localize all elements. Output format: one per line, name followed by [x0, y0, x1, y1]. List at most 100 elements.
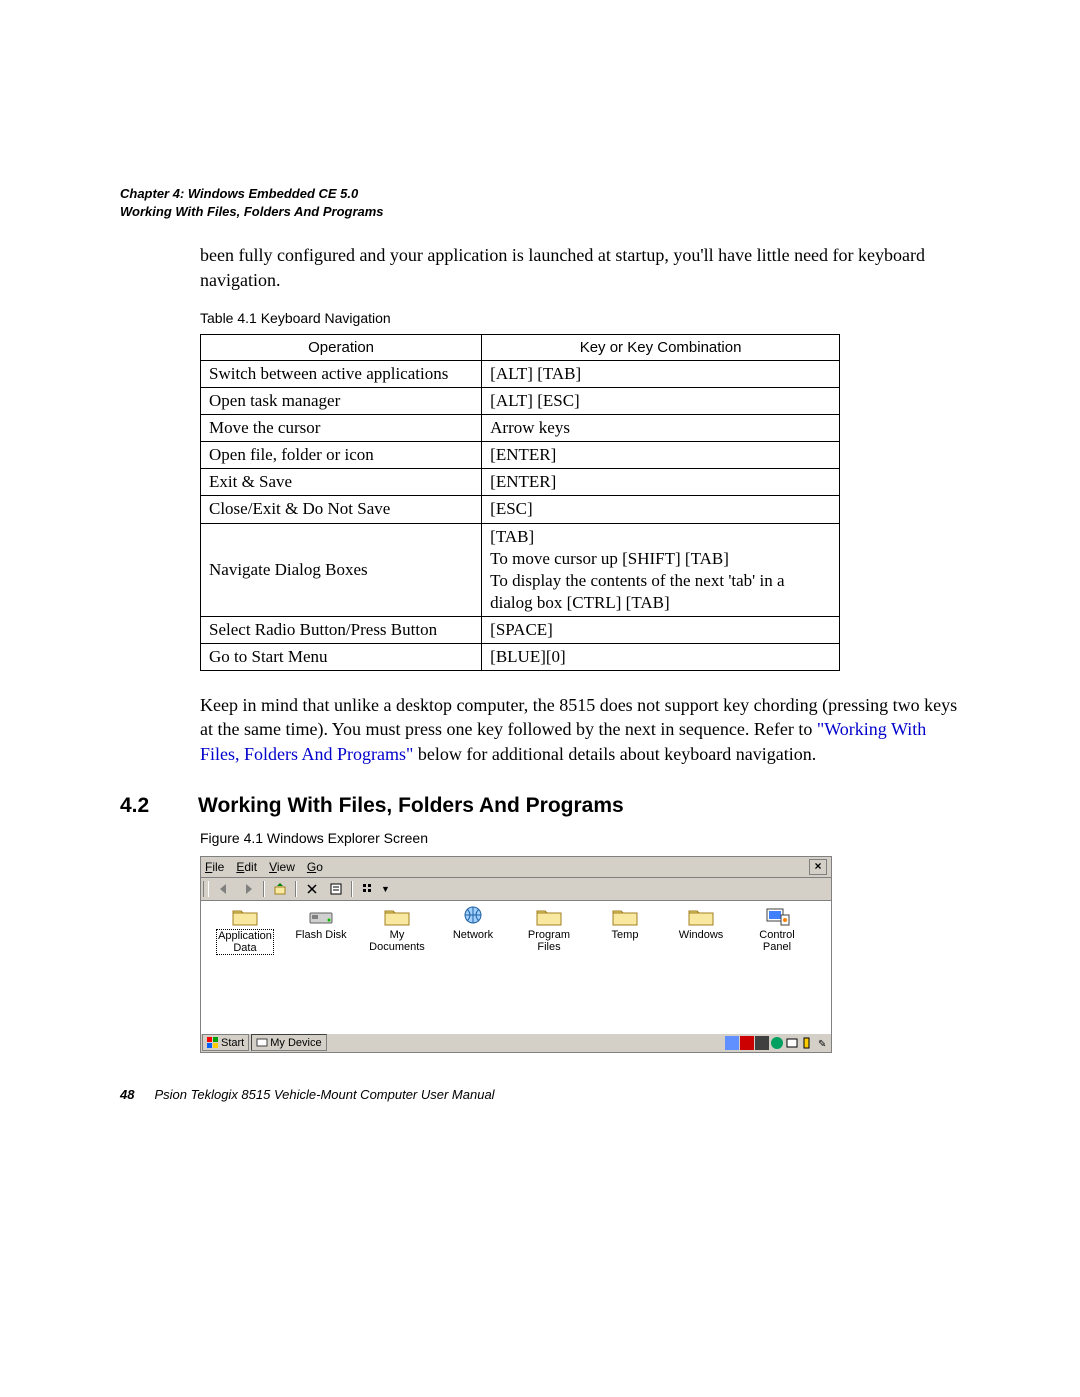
- folder-item[interactable]: ApplicationData: [207, 905, 283, 1030]
- table-row: Open task manager[ALT] [ESC]: [201, 388, 840, 415]
- table-cell-key: [ALT] [ESC]: [482, 388, 840, 415]
- properties-button[interactable]: [325, 879, 347, 899]
- folder-icons-area: ApplicationData Flash DiskMyDocumentsNetw…: [201, 901, 831, 1034]
- section-title: Working With Files, Folders And Programs: [198, 794, 624, 817]
- folder-icon: [687, 905, 715, 927]
- menubar: File Edit View Go ×: [201, 857, 831, 878]
- table-cell-key: [TAB]To move cursor up [SHIFT] [TAB]To d…: [482, 523, 840, 616]
- menu-file[interactable]: File: [205, 860, 224, 874]
- keyboard-navigation-table: Operation Key or Key Combination Switch …: [200, 334, 840, 671]
- start-label: Start: [221, 1037, 244, 1049]
- taskbar: Start My Device ✎: [201, 1033, 831, 1052]
- table-cell-key: [ENTER]: [482, 442, 840, 469]
- folder-item[interactable]: Windows: [663, 905, 739, 1030]
- device-icon: [256, 1038, 268, 1048]
- page-footer: 48 Psion Teklogix 8515 Vehicle-Mount Comp…: [120, 1087, 495, 1102]
- system-tray: ✎: [725, 1036, 831, 1050]
- toolbar-grip: [203, 881, 209, 897]
- table-caption: Table 4.1 Keyboard Navigation: [200, 310, 960, 326]
- start-button[interactable]: Start: [202, 1034, 249, 1051]
- tray-icon[interactable]: [785, 1036, 799, 1050]
- table-row: Go to Start Menu[BLUE][0]: [201, 644, 840, 671]
- section-heading: 4.2Working With Files, Folders And Progr…: [120, 794, 960, 818]
- up-button[interactable]: [269, 879, 291, 899]
- folder-item[interactable]: Temp: [587, 905, 663, 1030]
- table-cell-operation: Open file, folder or icon: [201, 442, 482, 469]
- table-cell-operation: Switch between active applications: [201, 360, 482, 387]
- tray-icon[interactable]: [740, 1036, 754, 1050]
- table-cell-operation: Move the cursor: [201, 415, 482, 442]
- menu-view[interactable]: View: [269, 860, 295, 874]
- task-label: My Device: [270, 1037, 321, 1049]
- table-row: Exit & Save[ENTER]: [201, 469, 840, 496]
- folder-label: ApplicationData: [216, 929, 274, 955]
- folder-item[interactable]: MyDocuments: [359, 905, 435, 1030]
- folder-label: MyDocuments: [359, 929, 435, 953]
- body-paragraph-2: Keep in mind that unlike a desktop compu…: [200, 693, 960, 766]
- footer-title: Psion Teklogix 8515 Vehicle-Mount Comput…: [154, 1087, 494, 1102]
- para2-b: below for additional details about keybo…: [413, 744, 816, 764]
- view-mode-button[interactable]: [357, 879, 379, 899]
- back-button[interactable]: [213, 879, 235, 899]
- table-cell-key: [BLUE][0]: [482, 644, 840, 671]
- table-head-key: Key or Key Combination: [482, 334, 840, 360]
- chapter-line: Chapter 4: Windows Embedded CE 5.0: [120, 185, 960, 203]
- windows-explorer-window: File Edit View Go × ▼ ApplicationData Fla…: [200, 856, 832, 1053]
- table-cell-operation: Navigate Dialog Boxes: [201, 523, 482, 616]
- folder-item[interactable]: Network: [435, 905, 511, 1030]
- table-row: Open file, folder or icon[ENTER]: [201, 442, 840, 469]
- disk-icon: [307, 905, 335, 927]
- folder-item[interactable]: Flash Disk: [283, 905, 359, 1030]
- table-cell-operation: Select Radio Button/Press Button: [201, 616, 482, 643]
- close-button[interactable]: ×: [809, 859, 827, 875]
- forward-button[interactable]: [237, 879, 259, 899]
- folder-icon: [231, 905, 259, 927]
- table-head-operation: Operation: [201, 334, 482, 360]
- figure-caption: Figure 4.1 Windows Explorer Screen: [200, 830, 960, 846]
- folder-label: Temp: [587, 929, 663, 941]
- toolbar: ▼: [201, 878, 831, 901]
- table-row: Close/Exit & Do Not Save[ESC]: [201, 496, 840, 523]
- tray-icon[interactable]: [770, 1036, 784, 1050]
- tray-icon[interactable]: [725, 1036, 739, 1050]
- menu-edit[interactable]: Edit: [236, 860, 257, 874]
- table-cell-key: [SPACE]: [482, 616, 840, 643]
- delete-button[interactable]: [301, 879, 323, 899]
- folder-icon: [535, 905, 563, 927]
- table-cell-operation: Exit & Save: [201, 469, 482, 496]
- tray-icon[interactable]: ✎: [815, 1036, 829, 1050]
- table-row: Select Radio Button/Press Button[SPACE]: [201, 616, 840, 643]
- cpanel-icon: [763, 905, 791, 927]
- start-icon: [207, 1037, 219, 1049]
- table-cell-key: [ESC]: [482, 496, 840, 523]
- folder-item[interactable]: ProgramFiles: [511, 905, 587, 1030]
- folder-icon: [611, 905, 639, 927]
- folder-label: ProgramFiles: [511, 929, 587, 953]
- table-cell-key: Arrow keys: [482, 415, 840, 442]
- section-line: Working With Files, Folders And Programs: [120, 203, 960, 221]
- page-number: 48: [120, 1087, 134, 1102]
- table-cell-operation: Open task manager: [201, 388, 482, 415]
- table-cell-operation: Go to Start Menu: [201, 644, 482, 671]
- table-cell-key: [ENTER]: [482, 469, 840, 496]
- tray-icon[interactable]: [755, 1036, 769, 1050]
- folder-label: Flash Disk: [283, 929, 359, 941]
- svg-text:✎: ✎: [818, 1039, 826, 1050]
- folder-item[interactable]: ControlPanel: [739, 905, 815, 1030]
- body-paragraph-1: been fully configured and your applicati…: [200, 243, 960, 292]
- folder-label: Windows: [663, 929, 739, 941]
- folder-label: ControlPanel: [739, 929, 815, 953]
- chapter-header: Chapter 4: Windows Embedded CE 5.0 Worki…: [120, 185, 960, 221]
- table-row: Switch between active applications[ALT] …: [201, 360, 840, 387]
- folder-label: Network: [435, 929, 511, 941]
- table-cell-key: [ALT] [TAB]: [482, 360, 840, 387]
- section-number: 4.2: [120, 794, 198, 818]
- taskbar-task[interactable]: My Device: [251, 1034, 326, 1051]
- folder-icon: [383, 905, 411, 927]
- menu-go[interactable]: Go: [307, 860, 323, 874]
- network-icon: [459, 905, 487, 927]
- table-row: Move the cursorArrow keys: [201, 415, 840, 442]
- table-cell-operation: Close/Exit & Do Not Save: [201, 496, 482, 523]
- table-row: Navigate Dialog Boxes[TAB]To move cursor…: [201, 523, 840, 616]
- tray-icon[interactable]: [800, 1036, 814, 1050]
